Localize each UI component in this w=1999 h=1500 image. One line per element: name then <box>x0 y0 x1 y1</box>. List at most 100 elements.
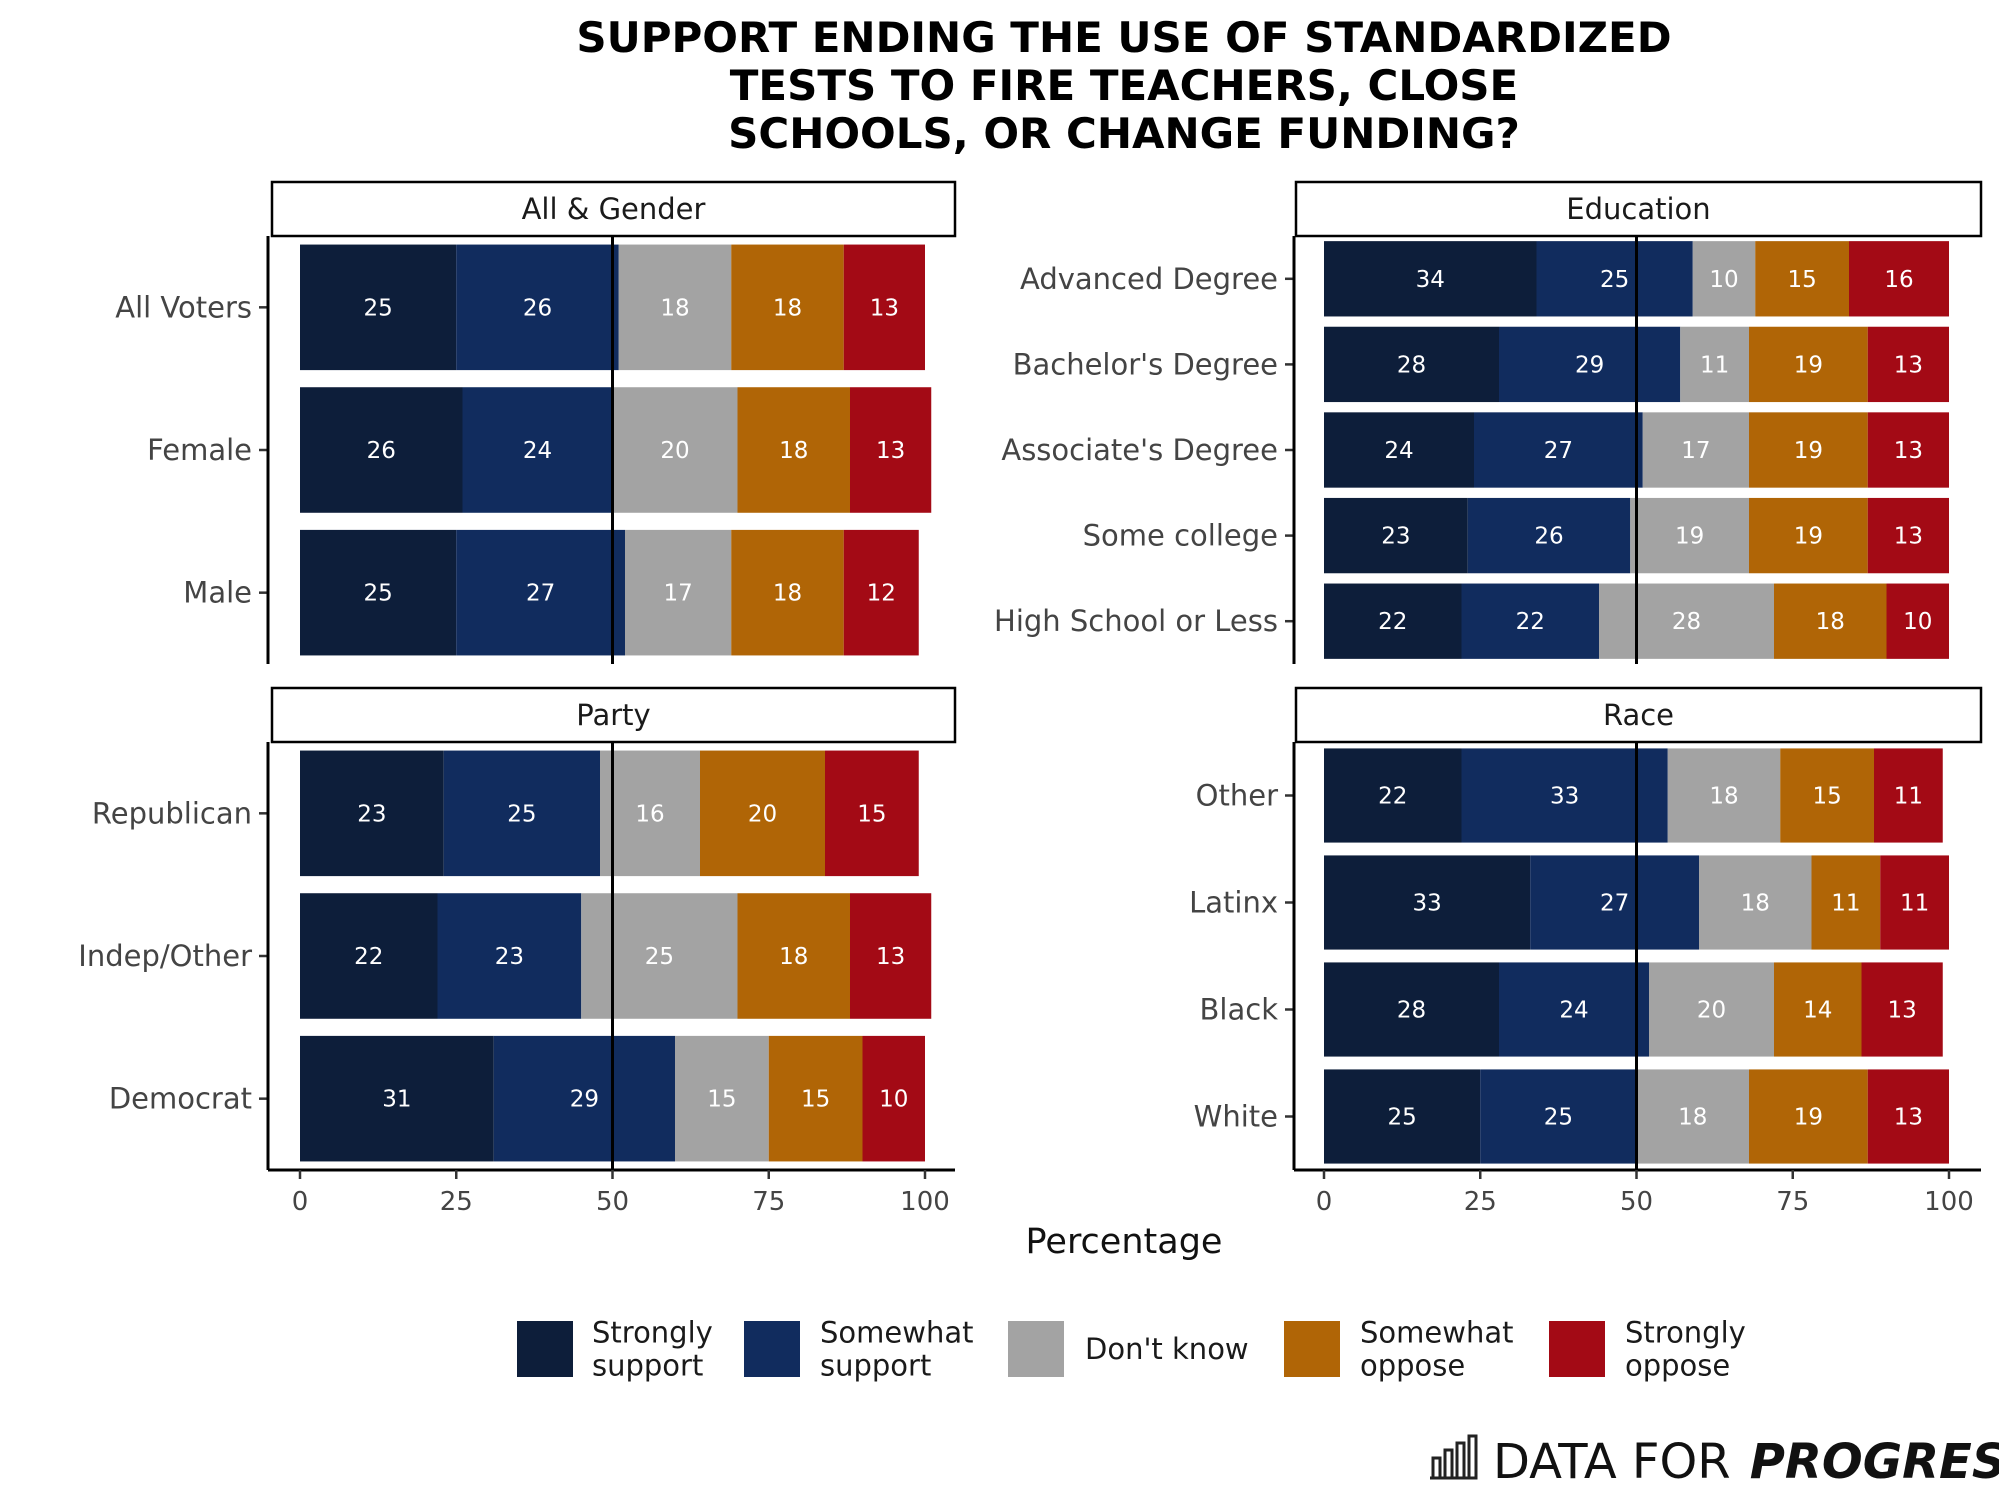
legend-item-don-t-know: Don't know <box>1008 1321 1249 1377</box>
bar-segment-education-associate-s-degree-strongly-support <box>1324 412 1474 488</box>
data-label-all-gender-male-strongly-support: 25 <box>363 581 392 607</box>
bar-segment-party-republican-strongly-support <box>300 750 444 877</box>
bar-segment-education-bachelor-s-degree-strongly-support <box>1324 326 1499 403</box>
chart-title-line-3: SCHOOLS, OR CHANGE FUNDING? <box>728 109 1520 158</box>
bar-segment-education-high-school-or-less-strongly-support <box>1324 583 1462 659</box>
bar-segment-all-gender-male-strongly-support <box>300 529 457 656</box>
data-label-party-republican-somewhat-oppose: 20 <box>748 801 777 827</box>
chart-title: SUPPORT ENDING THE USE OF STANDARDIZED T… <box>576 13 1671 158</box>
bar-segment-race-white-somewhat-support <box>1480 1069 1637 1164</box>
brand-bold-text: PROGRESS <box>1750 1434 1999 1490</box>
data-label-education-associate-s-degree-somewhat-oppose: 19 <box>1794 438 1823 464</box>
data-label-party-republican-don-t-know: 16 <box>635 801 664 827</box>
data-label-all-gender-all-voters-somewhat-support: 26 <box>523 295 552 321</box>
x-tick-label-race-50: 50 <box>1620 1187 1653 1217</box>
bar-segment-party-democrat-somewhat-oppose <box>768 1035 863 1162</box>
bar-segment-all-gender-male-strongly-oppose <box>843 529 919 656</box>
bar-segment-party-republican-strongly-oppose <box>825 750 919 877</box>
legend-label-somewhat-support-line-2: support <box>820 1349 931 1383</box>
bar-segment-all-gender-male-don-t-know <box>625 529 732 656</box>
bar-segment-party-indep-other-don-t-know <box>581 893 738 1019</box>
bar-segment-party-indep-other-somewhat-oppose <box>737 893 850 1019</box>
bar-segment-party-democrat-strongly-support <box>300 1035 494 1162</box>
data-label-all-gender-all-voters-strongly-oppose: 13 <box>870 295 899 321</box>
data-label-all-gender-female-strongly-support: 26 <box>367 438 396 464</box>
bar-segment-race-other-strongly-support <box>1324 748 1462 843</box>
bar-segment-education-some-college-somewhat-oppose <box>1749 497 1868 574</box>
data-label-race-black-somewhat-support: 24 <box>1559 998 1588 1024</box>
data-label-race-white-strongly-oppose: 13 <box>1894 1105 1923 1131</box>
bar-segment-education-associate-s-degree-strongly-oppose <box>1867 412 1949 488</box>
data-label-party-democrat-strongly-oppose: 10 <box>879 1087 908 1113</box>
bar-segment-race-black-strongly-support <box>1324 962 1499 1057</box>
bar-segment-race-latinx-strongly-oppose <box>1880 855 1949 950</box>
data-label-race-black-don-t-know: 20 <box>1697 998 1726 1024</box>
data-label-education-some-college-strongly-support: 23 <box>1381 524 1410 550</box>
legend-label-strongly-oppose-line-1: Strongly <box>1625 1316 1746 1350</box>
bar-segment-race-other-don-t-know <box>1667 748 1781 843</box>
x-tick-label-party-0: 0 <box>292 1187 309 1217</box>
bar-chart-icon <box>1430 1434 1478 1480</box>
data-label-party-democrat-don-t-know: 15 <box>707 1087 736 1113</box>
data-label-race-latinx-strongly-oppose: 11 <box>1900 891 1929 917</box>
data-label-race-white-strongly-support: 25 <box>1387 1105 1416 1131</box>
data-label-race-latinx-somewhat-oppose: 11 <box>1831 891 1860 917</box>
data-label-all-gender-female-don-t-know: 20 <box>660 438 689 464</box>
bar-segment-race-black-somewhat-oppose <box>1774 962 1862 1057</box>
bar-segment-education-bachelor-s-degree-somewhat-oppose <box>1749 326 1868 403</box>
bar-segment-party-indep-other-strongly-oppose <box>850 893 932 1019</box>
bar-segment-education-advanced-degree-strongly-support <box>1324 241 1537 317</box>
bar-segment-race-latinx-somewhat-support <box>1530 855 1699 950</box>
bar-segment-education-associate-s-degree-don-t-know <box>1642 412 1749 488</box>
data-label-race-other-somewhat-support: 33 <box>1550 784 1579 810</box>
data-label-all-gender-female-somewhat-oppose: 18 <box>779 438 808 464</box>
data-label-race-other-don-t-know: 18 <box>1709 784 1738 810</box>
category-label-race-latinx: Latinx <box>1189 886 1278 920</box>
data-label-race-white-somewhat-oppose: 19 <box>1794 1105 1823 1131</box>
bar-segment-race-black-strongly-oppose <box>1861 962 1943 1057</box>
data-label-education-high-school-or-less-don-t-know: 28 <box>1672 609 1701 635</box>
panel-title-all-gender: All & Gender <box>522 192 706 226</box>
data-label-education-some-college-somewhat-support: 26 <box>1534 524 1563 550</box>
legend-key-strongly-support <box>517 1321 573 1377</box>
legend-label-somewhat-oppose-line-1: Somewhat <box>1360 1316 1513 1350</box>
x-tick-label-party-75: 75 <box>752 1187 785 1217</box>
data-label-education-some-college-strongly-oppose: 13 <box>1894 524 1923 550</box>
data-label-race-black-somewhat-oppose: 14 <box>1803 998 1832 1024</box>
panel-title-party: Party <box>576 698 650 732</box>
bar-segment-race-other-somewhat-oppose <box>1780 748 1874 843</box>
data-label-education-some-college-don-t-know: 19 <box>1675 524 1704 550</box>
bar-segment-education-bachelor-s-degree-strongly-oppose <box>1867 326 1949 403</box>
brand-light-text: DATA FOR <box>1493 1434 1731 1490</box>
chart-title-line-1: SUPPORT ENDING THE USE OF STANDARDIZED <box>576 13 1671 62</box>
data-label-party-indep-other-strongly-support: 22 <box>354 944 383 970</box>
data-label-education-bachelor-s-degree-somewhat-oppose: 19 <box>1794 352 1823 378</box>
category-label-education-high-school-or-less: High School or Less <box>994 604 1278 638</box>
category-label-party-democrat: Democrat <box>109 1082 252 1116</box>
data-label-education-high-school-or-less-strongly-support: 22 <box>1378 609 1407 635</box>
data-label-race-other-strongly-support: 22 <box>1378 784 1407 810</box>
chart-title-line-2: TESTS TO FIRE TEACHERS, CLOSE <box>730 61 1518 110</box>
bar-segment-race-other-somewhat-support <box>1461 748 1668 843</box>
x-tick-label-party-25: 25 <box>440 1187 473 1217</box>
bar-segment-all-gender-all-voters-don-t-know <box>618 244 732 371</box>
category-label-race-black: Black <box>1200 993 1279 1027</box>
data-label-education-advanced-degree-don-t-know: 10 <box>1709 267 1738 293</box>
bar-segment-education-advanced-degree-somewhat-oppose <box>1755 241 1849 317</box>
x-tick-label-party-100: 100 <box>900 1187 950 1217</box>
panel-title-education: Education <box>1566 192 1710 226</box>
panel-strip-all-gender <box>270 180 957 238</box>
data-label-race-latinx-strongly-support: 33 <box>1412 891 1441 917</box>
data-label-education-advanced-degree-strongly-support: 34 <box>1416 267 1445 293</box>
legend-label-strongly-oppose-line-2: oppose <box>1625 1349 1730 1383</box>
bar-segment-all-gender-all-voters-somewhat-support <box>456 244 619 371</box>
data-label-race-latinx-somewhat-support: 27 <box>1600 891 1629 917</box>
bar-segment-party-democrat-somewhat-support <box>493 1035 675 1162</box>
bar-segment-party-republican-somewhat-support <box>443 750 600 877</box>
bar-segment-all-gender-female-somewhat-support <box>462 387 613 513</box>
category-label-all-gender-male: Male <box>183 576 252 610</box>
chart-panels: All & Gender 25 26 18 18 13 All Voters 26 24 20 18… <box>78 180 1983 1217</box>
